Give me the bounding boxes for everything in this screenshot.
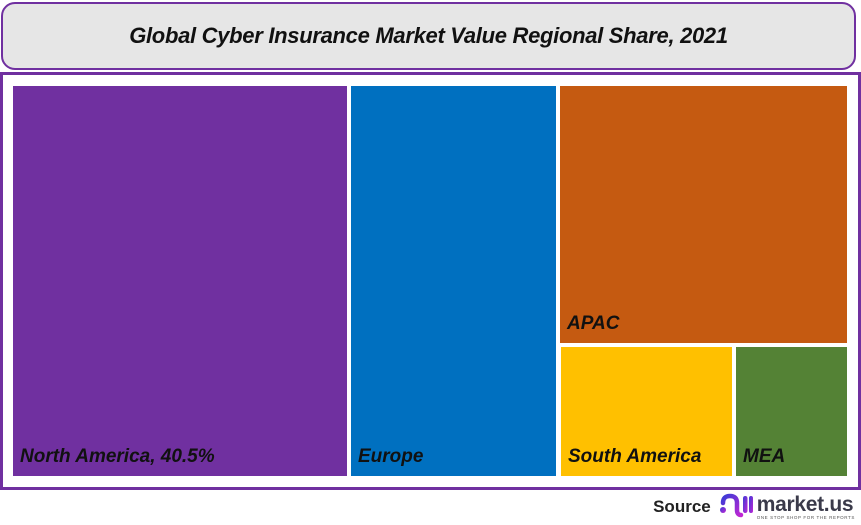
- source-label: Source: [653, 497, 711, 516]
- chart-title-box: Global Cyber Insurance Market Value Regi…: [1, 2, 856, 70]
- tile-apac: APAC: [560, 86, 847, 343]
- tile-north-america: North America, 40.5%: [13, 86, 347, 476]
- source-attribution: Source market.us ONE STOP SHOP FOR THE R…: [653, 492, 855, 522]
- chart-title: Global Cyber Insurance Market Value Regi…: [129, 23, 728, 48]
- tile-label-north-america: North America, 40.5%: [20, 446, 215, 467]
- tile-label-apac: APAC: [567, 313, 620, 334]
- tile-label-europe: Europe: [358, 446, 424, 467]
- tile-europe: Europe: [351, 86, 556, 476]
- tile-label-south-america: South America: [568, 446, 702, 467]
- treemap-frame: North America, 40.5% Europe APAC South A…: [0, 72, 861, 490]
- tile-mea: MEA: [736, 347, 847, 476]
- logo-wordmark: market.us: [756, 492, 854, 516]
- logo-tagline: ONE STOP SHOP FOR THE REPORTS: [756, 514, 855, 520]
- tile-label-mea: MEA: [743, 446, 786, 467]
- tile-south-america: South America: [561, 347, 732, 476]
- market-us-logo-icon: [719, 492, 753, 523]
- market-us-logo: market.us ONE STOP SHOP FOR THE REPORTS: [719, 492, 855, 523]
